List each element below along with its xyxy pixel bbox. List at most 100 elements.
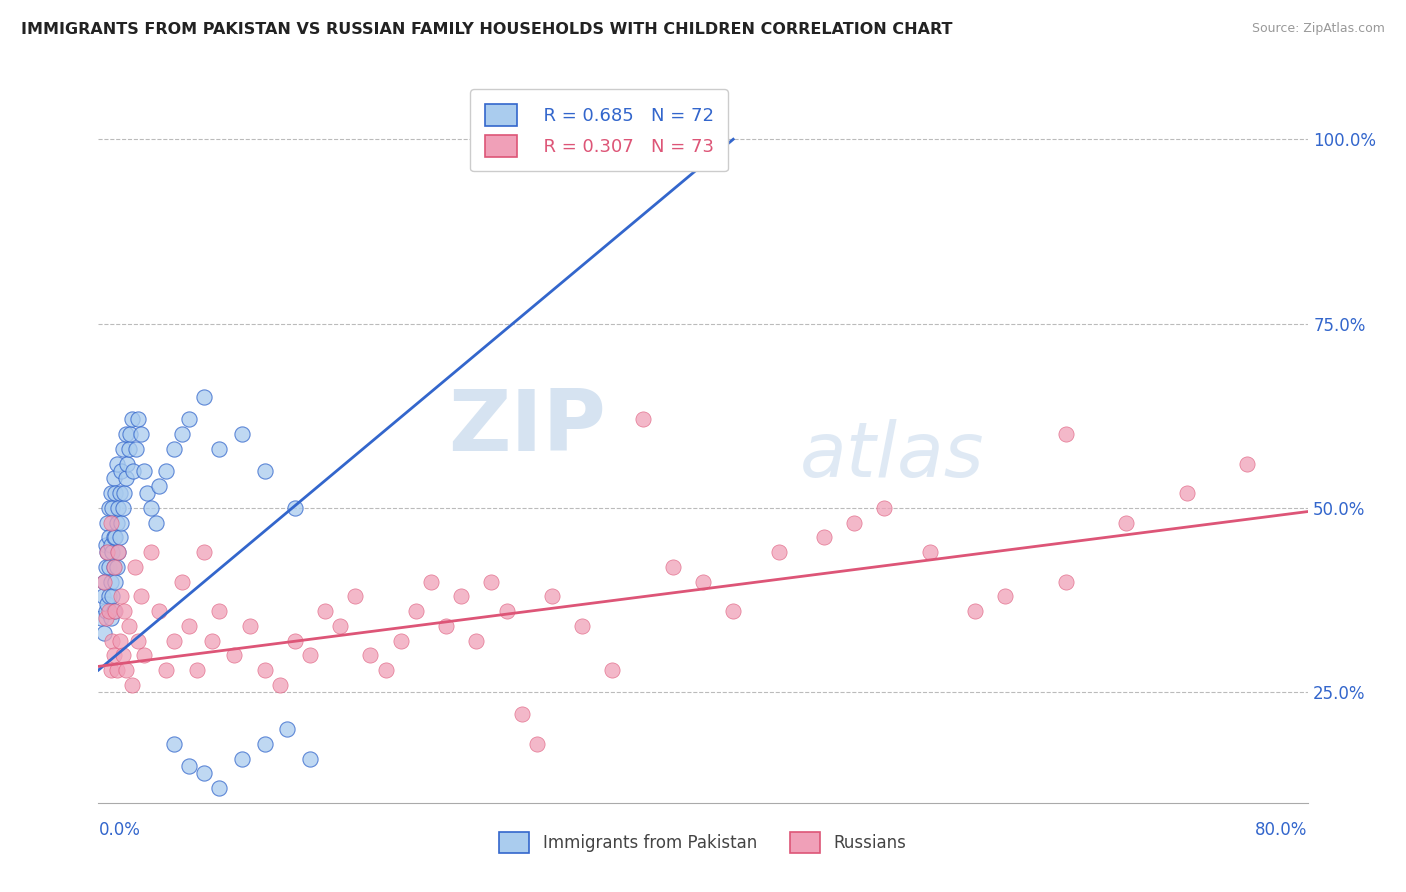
Point [118, 619, 141, 633]
Point [208, 780, 231, 795]
Point [253, 737, 276, 751]
Point [104, 574, 127, 589]
Point [103, 648, 125, 663]
Point [98, 530, 121, 544]
Point [124, 560, 146, 574]
Point [108, 633, 131, 648]
Point [201, 633, 224, 648]
Point [692, 574, 714, 589]
Point [100, 516, 122, 530]
Point [101, 545, 124, 559]
Point [98, 560, 121, 574]
Point [163, 737, 186, 751]
Point [1115, 516, 1137, 530]
Point [104, 604, 127, 618]
Point [110, 516, 132, 530]
Point [193, 545, 215, 559]
Point [129, 427, 152, 442]
Point [314, 604, 336, 618]
Point [224, 648, 246, 663]
Point [107, 545, 129, 559]
Point [602, 663, 624, 677]
Point [105, 457, 128, 471]
Point [94, 560, 117, 574]
Point [114, 663, 136, 677]
Point [179, 619, 201, 633]
Point [100, 574, 122, 589]
Point [132, 648, 155, 663]
Point [101, 590, 124, 604]
Point [420, 574, 443, 589]
Point [105, 516, 128, 530]
Point [104, 486, 127, 500]
Point [94, 538, 117, 552]
Point [103, 560, 125, 574]
Point [276, 722, 298, 736]
Point [107, 500, 129, 515]
Point [481, 574, 503, 589]
Point [108, 530, 131, 544]
Point [465, 633, 488, 648]
Point [135, 486, 157, 500]
Point [873, 500, 896, 515]
Point [1236, 457, 1258, 471]
Point [114, 427, 136, 442]
Point [253, 464, 276, 478]
Text: atlas: atlas [800, 419, 984, 493]
Point [193, 390, 215, 404]
Point [96, 545, 118, 559]
Point [141, 545, 163, 559]
Point [374, 663, 396, 677]
Point [994, 590, 1017, 604]
Point [127, 412, 149, 426]
Point [96, 516, 118, 530]
Point [100, 663, 122, 677]
Point [299, 751, 322, 765]
Point [208, 442, 231, 456]
Point [105, 663, 128, 677]
Point [170, 427, 193, 442]
Point [125, 442, 148, 456]
Point [129, 590, 152, 604]
Point [112, 486, 135, 500]
Point [186, 663, 208, 677]
Point [631, 412, 654, 426]
Point [163, 442, 186, 456]
Point [299, 648, 322, 663]
Point [253, 663, 276, 677]
Point [344, 590, 367, 604]
Point [96, 597, 118, 611]
Point [100, 486, 122, 500]
Point [103, 530, 125, 544]
Point [110, 464, 132, 478]
Text: Source: ZipAtlas.com: Source: ZipAtlas.com [1251, 22, 1385, 36]
Point [100, 611, 122, 625]
Point [155, 464, 177, 478]
Point [510, 707, 533, 722]
Point [115, 457, 138, 471]
Point [93, 574, 115, 589]
Point [284, 500, 307, 515]
Text: IMMIGRANTS FROM PAKISTAN VS RUSSIAN FAMILY HOUSEHOLDS WITH CHILDREN CORRELATION : IMMIGRANTS FROM PAKISTAN VS RUSSIAN FAMI… [21, 22, 953, 37]
Point [121, 412, 143, 426]
Point [661, 560, 683, 574]
Point [526, 737, 548, 751]
Point [1054, 427, 1077, 442]
Point [179, 412, 201, 426]
Text: 0.0%: 0.0% [98, 822, 141, 839]
Point [231, 751, 253, 765]
Point [94, 604, 117, 618]
Point [105, 560, 128, 574]
Point [111, 648, 134, 663]
Point [450, 590, 472, 604]
Point [114, 471, 136, 485]
Point [170, 574, 193, 589]
Point [111, 442, 134, 456]
Point [101, 633, 124, 648]
Point [100, 538, 122, 552]
Point [90, 611, 112, 625]
Point [98, 604, 121, 618]
Point [112, 604, 135, 618]
Point [96, 545, 118, 559]
Point [1054, 574, 1077, 589]
